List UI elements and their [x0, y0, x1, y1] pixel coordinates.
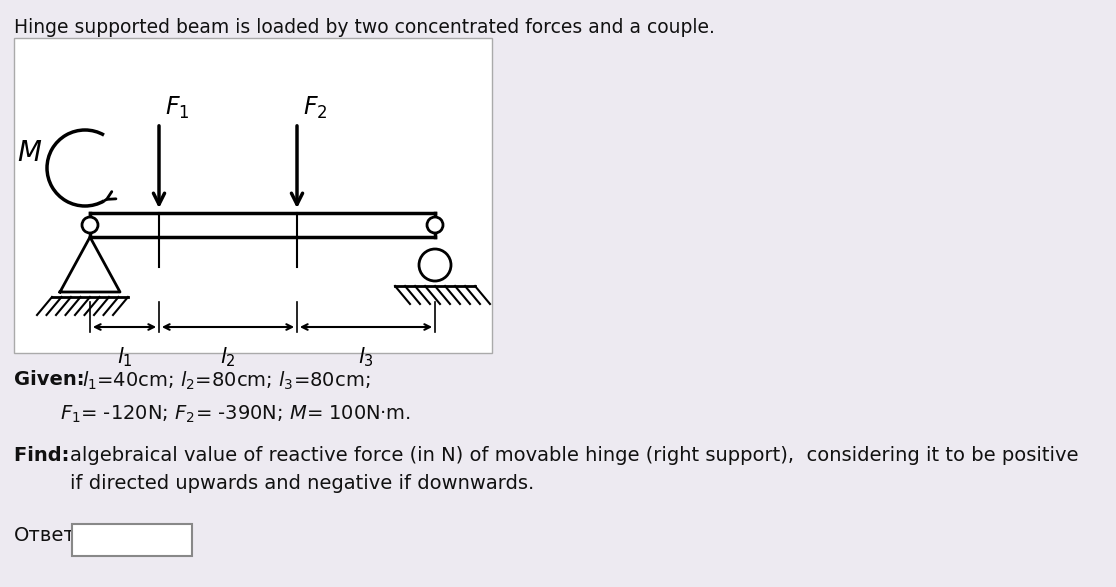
Text: $M$: $M$ — [17, 139, 42, 167]
Circle shape — [418, 249, 451, 281]
Text: $l_2$: $l_2$ — [220, 345, 235, 369]
Bar — [15, 38, 492, 353]
Text: $F_1$= -120N; $F_2$= -390N; $M$= 100N·m.: $F_1$= -120N; $F_2$= -390N; $M$= 100N·m. — [60, 404, 411, 426]
Text: Find:: Find: — [15, 446, 76, 465]
Circle shape — [81, 217, 98, 233]
Text: if directed upwards and negative if downwards.: if directed upwards and negative if down… — [70, 474, 535, 493]
Text: algebraical value of reactive force (in N) of movable hinge (right support),  co: algebraical value of reactive force (in … — [70, 446, 1078, 465]
Polygon shape — [60, 237, 121, 292]
Bar — [73, 524, 192, 556]
Bar — [90, 213, 435, 237]
Text: Hinge supported beam is loaded by two concentrated forces and a couple.: Hinge supported beam is loaded by two co… — [15, 18, 715, 37]
Text: Given:: Given: — [15, 370, 92, 389]
Circle shape — [427, 217, 443, 233]
Text: $l_3$: $l_3$ — [358, 345, 374, 369]
Text: $F_1$: $F_1$ — [165, 95, 190, 121]
Text: $l_1$=40cm; $l_2$=80cm; $l_3$=80cm;: $l_1$=40cm; $l_2$=80cm; $l_3$=80cm; — [81, 370, 371, 392]
Text: $F_2$: $F_2$ — [304, 95, 327, 121]
Text: $l_1$: $l_1$ — [117, 345, 133, 369]
Text: Ответ:: Ответ: — [15, 526, 83, 545]
